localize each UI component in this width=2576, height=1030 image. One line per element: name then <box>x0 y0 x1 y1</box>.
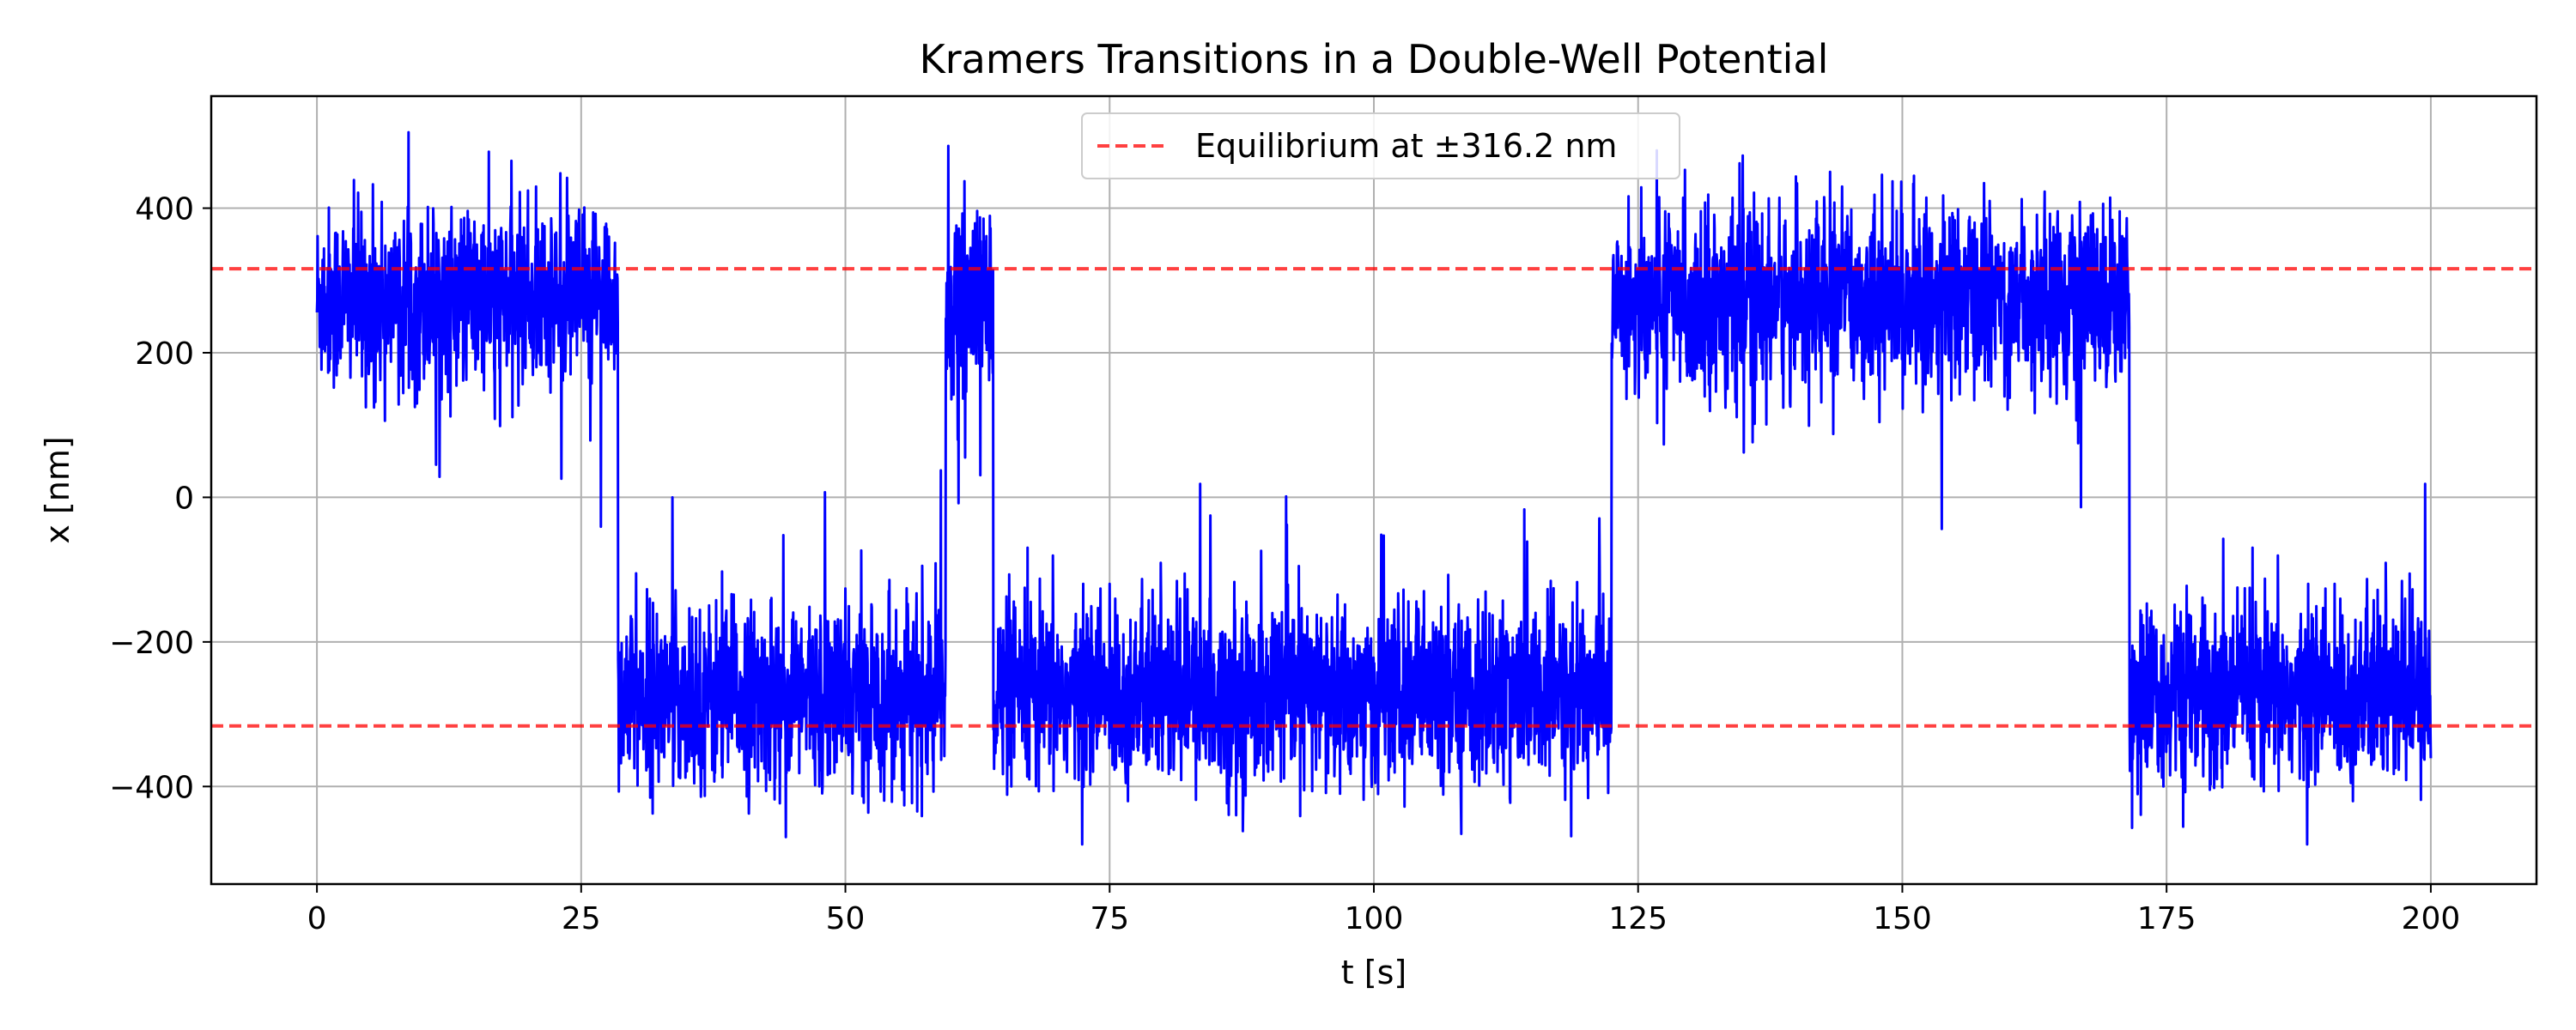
y-tick-label: 200 <box>135 336 194 372</box>
equilibrium-lines-layer <box>211 267 2537 728</box>
x-axis: 0 25 50 75 100 125 150 175 200 <box>307 884 2461 936</box>
legend: Equilibrium at ±316.2 nm <box>1081 112 1680 179</box>
y-tick-label: 0 <box>174 481 194 516</box>
y-tick-label: 400 <box>135 192 194 227</box>
legend-box <box>1081 112 1680 179</box>
x-tick-label: 150 <box>1873 901 1932 936</box>
legend-label-equilibrium: Equilibrium at ±316.2 nm <box>1195 127 1617 165</box>
x-tick-label: 125 <box>1608 901 1668 936</box>
x-tick-label: 75 <box>1090 901 1129 936</box>
y-tick-label: −200 <box>109 626 194 661</box>
x-tick-label: 175 <box>2137 901 2196 936</box>
x-tick-label: 0 <box>307 901 327 936</box>
y-tick-label: −400 <box>109 770 194 805</box>
x-axis-label: t [s] <box>1341 954 1406 991</box>
x-tick-label: 200 <box>2402 901 2461 936</box>
x-tick-label: 50 <box>826 901 866 936</box>
y-axis: −400 −200 0 200 400 <box>109 192 211 805</box>
grid-layer <box>211 96 2537 884</box>
chart-title: Kramers Transitions in a Double-Well Pot… <box>920 36 1829 82</box>
y-axis-label: x [nm] <box>39 436 76 543</box>
x-tick-label: 25 <box>562 901 601 936</box>
x-tick-label: 100 <box>1345 901 1404 936</box>
